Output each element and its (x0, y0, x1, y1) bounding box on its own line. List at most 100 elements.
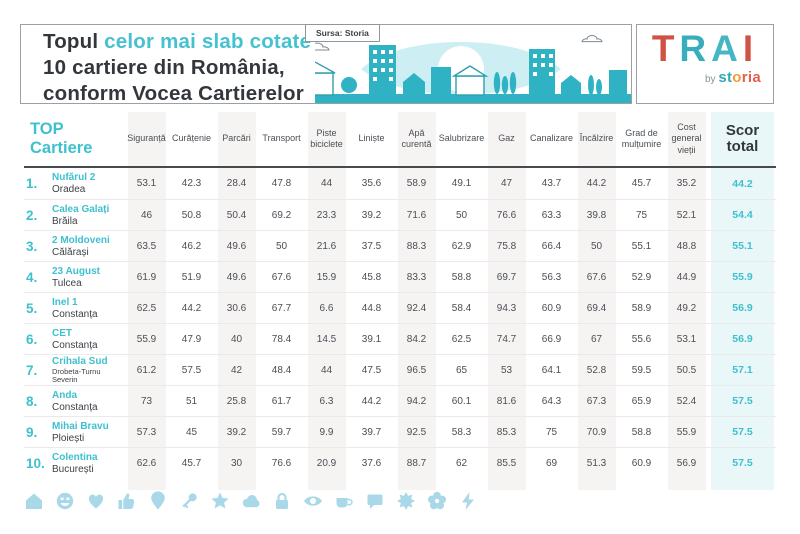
score-cell: 69.4 (574, 292, 619, 323)
score-cell: 56.3 (529, 261, 574, 292)
score-cell: 51.3 (574, 447, 619, 478)
column-header-canalizare: Canalizare (529, 112, 574, 168)
score-cell: 50.8 (169, 199, 214, 230)
filler-cell (349, 478, 394, 490)
trai-letter-r: R (679, 28, 712, 69)
score-cell: 58.9 (394, 168, 439, 199)
cartier-name: Anda (52, 389, 77, 401)
title-panel: Topul celor mai slab cotate 10 cartiere … (20, 24, 632, 105)
score-cell: 75.8 (484, 230, 529, 261)
score-cell: 52.1 (664, 199, 709, 230)
total-score-cell: 56.9 (709, 292, 776, 323)
score-cell: 37.6 (349, 447, 394, 478)
score-cell: 6.6 (304, 292, 349, 323)
total-score-cell: 57.5 (709, 447, 776, 478)
score-cell: 44.8 (349, 292, 394, 323)
column-header-piste-biciclete: Piste biciclete (304, 112, 349, 168)
score-cell: 39.2 (214, 416, 259, 447)
score-cell: 75 (619, 199, 664, 230)
cartier-name: CET (52, 327, 72, 339)
top-label: TOP (30, 120, 64, 139)
footer-icons (24, 491, 478, 511)
score-cell: 61.7 (259, 385, 304, 416)
score-cell: 69 (529, 447, 574, 478)
table-row-cartier: 5. Inel 1 Constanța (24, 292, 124, 323)
total-score-value: 57.5 (732, 457, 753, 469)
total-score-cell: 55.1 (709, 230, 776, 261)
score-cell: 67.7 (259, 292, 304, 323)
table-row-cartier: 1. Nufărul 2 Oradea (24, 168, 124, 199)
total-score-value: 57.1 (732, 364, 753, 376)
score-cell: 45.8 (349, 261, 394, 292)
score-cell: 44 (304, 168, 349, 199)
score-cell: 58.4 (439, 292, 484, 323)
cartier-name: Inel 1 (52, 296, 78, 308)
score-cell: 62.5 (439, 323, 484, 354)
table-row-cartier: 4. 23 August Tulcea (24, 261, 124, 292)
column-header-parcari: Parcări (214, 112, 259, 168)
key-icon (179, 491, 199, 511)
location-pin-icon (148, 491, 168, 511)
score-cell: 83.3 (394, 261, 439, 292)
city-name: Brăila (52, 215, 78, 227)
score-cell: 55.9 (664, 416, 709, 447)
score-cell: 51.9 (169, 261, 214, 292)
score-cell: 39.8 (574, 199, 619, 230)
smiley-icon (55, 491, 75, 511)
score-cell: 92.4 (394, 292, 439, 323)
score-cell: 71.6 (394, 199, 439, 230)
city-name: București (52, 463, 94, 475)
score-cell: 69.7 (484, 261, 529, 292)
score-cell: 47 (484, 168, 529, 199)
total-score-value: 55.9 (732, 271, 753, 283)
score-cell: 96.5 (394, 354, 439, 385)
column-header-cost-general-vietii: Cost general vieții (664, 112, 709, 168)
score-cell: 62.6 (124, 447, 169, 478)
table-row-cartier: 6. CET Constanța (24, 323, 124, 354)
source-badge: Sursa: Storia (305, 24, 380, 42)
score-cell: 81.6 (484, 385, 529, 416)
total-score-cell: 57.5 (709, 385, 776, 416)
total-score-cell: 54.4 (709, 199, 776, 230)
score-cell: 14.5 (304, 323, 349, 354)
heart-icon (86, 491, 106, 511)
score-cell: 64.3 (529, 385, 574, 416)
score-cell: 85.3 (484, 416, 529, 447)
score-cell: 23.3 (304, 199, 349, 230)
score-cell: 63.3 (529, 199, 574, 230)
score-cell: 40 (214, 323, 259, 354)
table-row-cartier: 7. Crihala Sud Drobeta-Turnu Severin (24, 354, 124, 385)
score-cell: 49.6 (214, 261, 259, 292)
cartier-name: Crihala Sud (52, 355, 108, 367)
total-score-cell: 55.9 (709, 261, 776, 292)
storia-byline: by storia (637, 69, 773, 86)
score-cell: 73 (124, 385, 169, 416)
score-cell: 30 (214, 447, 259, 478)
filler-cell (574, 478, 619, 490)
score-cell: 62.9 (439, 230, 484, 261)
column-header-gaz: Gaz (484, 112, 529, 168)
rank-label: 10. (26, 455, 45, 471)
score-cell: 60.9 (529, 292, 574, 323)
filler-cell (214, 478, 259, 490)
column-header-apa-curenta: Apă curentă (394, 112, 439, 168)
cartiere-label: Cartiere (30, 139, 93, 157)
table-row-cartier: 10. Colentina București (24, 447, 124, 478)
trai-letter-a: A (711, 28, 743, 69)
score-cell: 58.3 (439, 416, 484, 447)
column-header-siguranta: Siguranță (124, 112, 169, 168)
title-line3: conform Vocea Cartierelor (43, 81, 304, 105)
score-cell: 67.6 (259, 261, 304, 292)
score-cell: 60.1 (439, 385, 484, 416)
score-cell: 48.8 (664, 230, 709, 261)
rank-label: 8. (26, 393, 38, 409)
score-cell: 65.9 (619, 385, 664, 416)
total-score-value: 44.2 (732, 177, 753, 190)
city-name: Ploiești (52, 432, 85, 444)
score-cell: 53.1 (124, 168, 169, 199)
score-cell: 78.4 (259, 323, 304, 354)
column-header-incalzire: Încălzire (574, 112, 619, 168)
by-label: by (705, 74, 716, 85)
score-cell: 88.7 (394, 447, 439, 478)
score-cell: 20.9 (304, 447, 349, 478)
